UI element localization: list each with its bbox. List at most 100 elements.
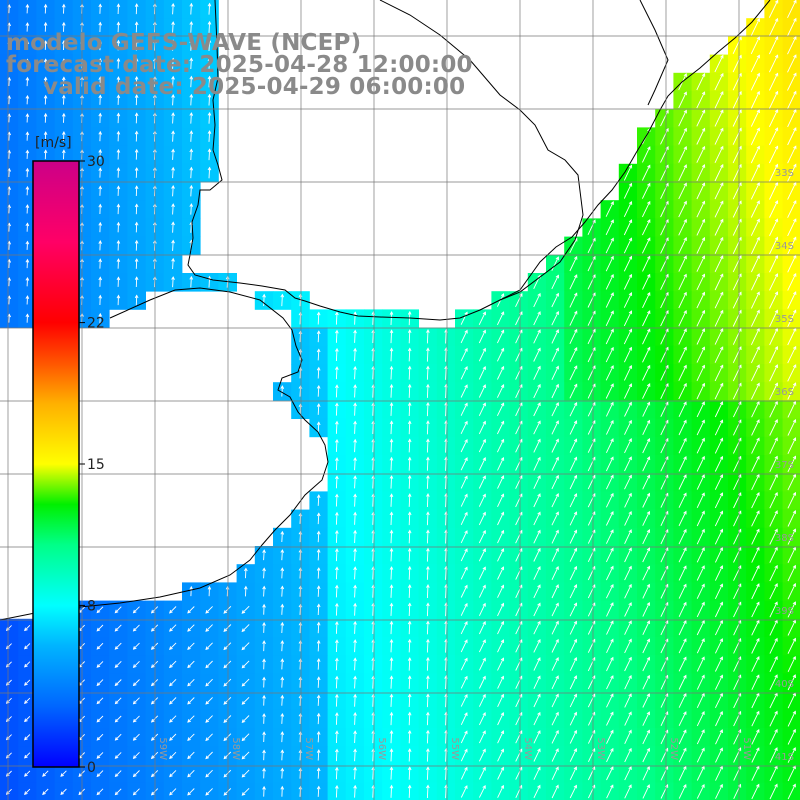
wind-arrowhead [555,784,559,789]
wind-arrow [642,602,650,617]
wind-arrowhead [720,91,724,95]
wind-arrowhead [116,21,121,26]
wind-arrowhead [207,39,212,43]
wind-arrowhead [43,112,48,117]
wind-arrowhead [628,492,632,497]
wind-arrow [115,697,122,704]
wind-arrowhead [464,311,468,316]
wind-arrowhead [482,493,486,498]
wind-arrow [787,529,796,545]
wind-arrowhead [407,547,412,552]
wind-arrowhead [720,327,724,332]
wind-arrowhead [335,639,339,644]
wind-arrowhead [647,291,651,296]
wind-arrow [426,530,429,544]
wind-arrowhead [756,327,760,332]
wind-arrow [605,548,614,563]
wind-arrow [551,348,559,362]
wind-arrow [205,788,213,796]
wind-arrow [190,21,192,33]
wind-arrowhead [647,219,651,223]
wind-arrowhead [316,311,321,316]
wind-arrowhead [665,109,669,114]
wind-arrow [624,675,632,690]
wind-arrowhead [25,258,30,263]
wind-arrow [660,347,669,363]
wind-arrow [426,457,429,471]
wind-arrowhead [555,456,559,461]
wind-arrowhead [116,167,121,171]
wind-arrowhead [262,767,266,772]
wind-arrow [515,439,523,453]
wind-arrowhead [169,700,173,705]
wind-arrow [569,748,577,762]
wind-arrowhead [701,547,705,551]
wind-arrowhead [78,791,83,796]
wind-arrowhead [280,749,285,754]
wind-arrow [696,584,705,599]
wind-arrow [281,640,283,652]
wind-arrow [354,567,356,580]
wind-arrowhead [43,76,48,81]
wind-arrowhead [316,585,321,590]
wind-arrowhead [96,791,101,796]
wind-arrowhead [738,127,742,132]
wind-arrow [478,366,486,380]
wind-arrow [281,750,283,761]
wind-arrow [133,660,140,668]
wind-arrow [696,201,705,218]
wind-arrow [624,584,632,599]
wind-arrowhead [241,737,246,742]
wind-arrow [714,73,724,91]
wind-arrow [372,494,374,507]
wind-arrowhead [407,511,412,516]
wind-arrowhead [500,584,505,589]
wind-arrow [426,584,429,599]
wind-arrow [515,311,523,326]
wind-arrowhead [43,3,48,8]
wind-arrow [678,420,687,436]
wind-arrow [390,767,393,780]
wind-arrowhead [537,657,541,662]
wind-arrow [372,512,374,525]
wind-arrowhead [280,293,285,298]
wind-arrowhead [169,682,173,687]
wind-arrowhead [335,329,339,334]
wind-arrow [372,694,374,707]
wind-arrow [408,530,411,544]
wind-arrowhead [389,693,394,698]
wind-arrowhead [150,718,155,723]
wind-arrow [390,603,393,616]
wind-arrowhead [169,737,173,741]
colorbar-unit: [m/s] [35,135,72,151]
model-title: modelo GEFS-WAVE (NCEP) [6,30,362,56]
wind-arrowhead [701,619,705,624]
wind-arrow [299,695,302,706]
wind-arrow [515,657,523,671]
wind-arrowhead [407,602,412,607]
wind-arrow [641,237,651,254]
wind-arrowhead [537,420,541,425]
wind-arrow [678,693,687,708]
wind-arrowhead [792,491,797,496]
wind-arrowhead [207,148,212,153]
wind-arrowhead [25,94,30,99]
wind-arrowhead [774,400,778,405]
wind-arrowhead [792,473,797,478]
wind-arrowhead [298,767,303,772]
wind-arrow [460,512,468,525]
wind-arrowhead [665,146,669,150]
wind-arrowhead [62,58,66,63]
wind-arrowhead [116,148,121,153]
wind-arrow [606,639,614,653]
wind-arrow [769,328,778,346]
wind-arrowhead [25,58,30,63]
wind-arrow [335,785,338,798]
wind-arrowhead [169,664,173,669]
wind-arrow [445,348,447,362]
wind-arrowhead [701,255,706,260]
wind-arrowhead [353,675,357,680]
wind-arrowhead [482,329,486,334]
wind-arrow [187,624,195,632]
wind-arrowhead [262,785,266,790]
